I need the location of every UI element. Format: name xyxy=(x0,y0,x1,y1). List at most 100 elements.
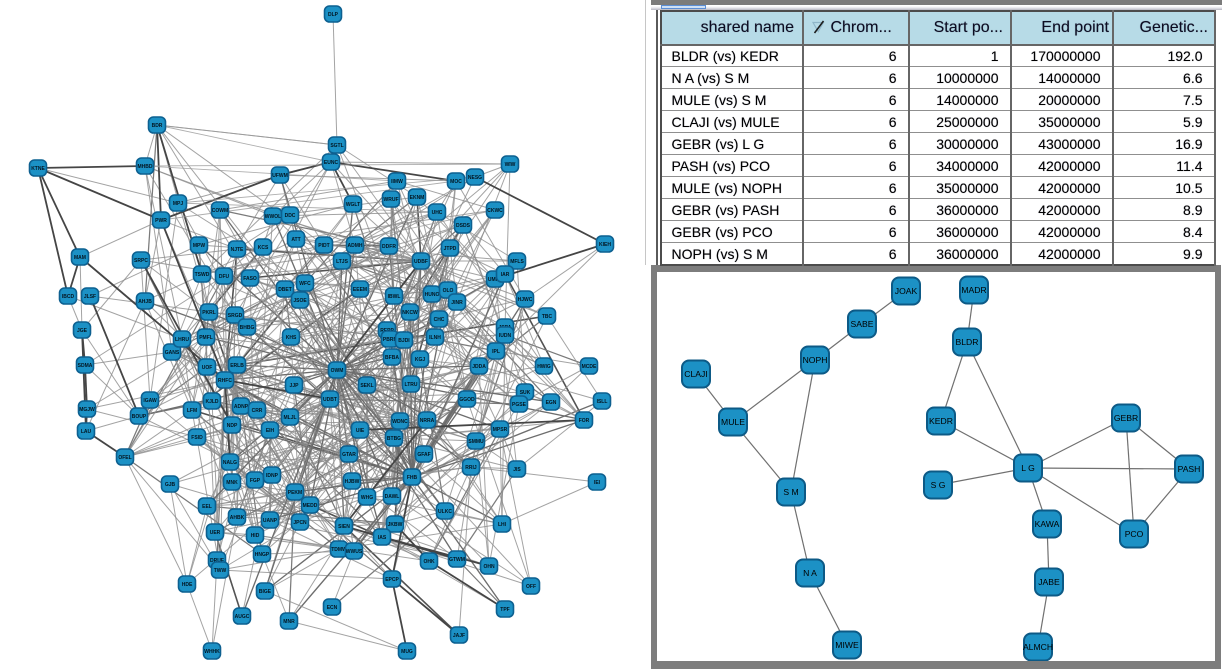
svg-text:OFEL: OFEL xyxy=(118,455,131,461)
svg-text:FGP: FGP xyxy=(250,478,261,484)
svg-text:BJDI: BJDI xyxy=(398,338,410,344)
svg-text:UDBT: UDBT xyxy=(323,397,337,403)
svg-text:KIEH: KIEH xyxy=(599,242,611,248)
svg-text:PWR: PWR xyxy=(155,218,167,224)
svg-text:COWM: COWM xyxy=(212,208,228,214)
svg-text:SUK: SUK xyxy=(520,390,531,396)
svg-text:S G: S G xyxy=(931,480,946,490)
svg-text:IIMW: IIMW xyxy=(391,179,403,185)
svg-text:CLAJI: CLAJI xyxy=(684,369,707,379)
svg-text:OLO: OLO xyxy=(443,288,454,294)
svg-text:FHB: FHB xyxy=(407,475,418,481)
svg-text:BHBG: BHBG xyxy=(240,325,255,331)
svg-text:CHC: CHC xyxy=(434,317,445,323)
svg-text:MUG: MUG xyxy=(401,649,413,655)
svg-text:UFWM: UFWM xyxy=(272,173,288,179)
svg-text:MIWE: MIWE xyxy=(835,640,859,650)
svg-text:JSOE: JSOE xyxy=(293,298,307,304)
svg-text:FSID: FSID xyxy=(191,435,203,441)
svg-text:FASO: FASO xyxy=(243,276,257,282)
svg-text:TBC: TBC xyxy=(542,314,553,320)
svg-text:WDNC: WDNC xyxy=(392,419,408,425)
svg-text:GANS: GANS xyxy=(165,350,180,356)
svg-text:OHN: OHN xyxy=(483,564,495,570)
svg-text:UDBF: UDBF xyxy=(414,259,428,265)
svg-text:IAR: IAR xyxy=(501,272,510,278)
svg-text:DDFR: DDFR xyxy=(382,244,396,250)
svg-text:ERLB: ERLB xyxy=(230,363,244,369)
svg-text:CRR: CRR xyxy=(252,408,263,414)
svg-text:PGSE: PGSE xyxy=(512,402,527,408)
svg-text:LTJS: LTJS xyxy=(336,259,349,265)
svg-text:ULKC: ULKC xyxy=(438,509,452,515)
svg-text:RRIJ: RRIJ xyxy=(465,465,477,471)
svg-text:PKRL: PKRL xyxy=(202,310,216,316)
svg-text:LAU: LAU xyxy=(81,429,92,435)
svg-text:MADR: MADR xyxy=(961,285,986,295)
svg-text:GFAF: GFAF xyxy=(417,452,430,458)
svg-text:TWW: TWW xyxy=(214,568,227,574)
svg-text:JTPD: JTPD xyxy=(444,246,457,252)
svg-text:BFBA: BFBA xyxy=(385,355,399,361)
svg-text:IBCD: IBCD xyxy=(62,294,75,300)
svg-text:IDNP: IDNP xyxy=(266,473,279,479)
svg-text:PIDT: PIDT xyxy=(318,243,329,249)
svg-text:SDMA: SDMA xyxy=(78,363,93,369)
svg-text:KCS: KCS xyxy=(258,245,269,251)
svg-text:IUDN: IUDN xyxy=(499,333,512,339)
svg-text:SMMU: SMMU xyxy=(468,439,484,445)
svg-text:PEKM: PEKM xyxy=(288,490,302,496)
svg-text:HJWC: HJWC xyxy=(518,297,533,303)
svg-text:MPW: MPW xyxy=(193,243,206,249)
svg-text:MEDD: MEDD xyxy=(303,503,318,509)
svg-text:JIS: JIS xyxy=(513,467,521,473)
svg-text:MFLS: MFLS xyxy=(510,259,524,265)
svg-text:SRGD: SRGD xyxy=(228,313,243,319)
svg-text:TSWD: TSWD xyxy=(195,272,210,278)
svg-text:GGOD: GGOD xyxy=(459,397,475,403)
svg-text:GTAR: GTAR xyxy=(342,452,356,458)
svg-text:JABE: JABE xyxy=(1038,577,1060,587)
svg-text:MLJL: MLJL xyxy=(283,415,296,421)
svg-text:SIEN: SIEN xyxy=(338,524,350,530)
svg-text:HJBW: HJBW xyxy=(345,479,360,485)
svg-text:SEKL: SEKL xyxy=(360,383,373,389)
svg-text:NKCW: NKCW xyxy=(402,310,418,316)
svg-text:EUNC: EUNC xyxy=(324,160,339,166)
svg-text:UIE: UIE xyxy=(356,428,365,434)
svg-text:MHBD: MHBD xyxy=(138,164,153,170)
svg-text:CKWC: CKWC xyxy=(487,208,503,214)
svg-text:JKBW: JKBW xyxy=(388,522,403,528)
svg-text:WWUS: WWUS xyxy=(346,549,363,555)
svg-text:DAWL: DAWL xyxy=(385,494,400,500)
svg-text:L G: L G xyxy=(1021,463,1035,473)
svg-text:JDDA: JDDA xyxy=(472,364,486,370)
svg-text:KJLD: KJLD xyxy=(205,399,218,405)
svg-text:MGJW: MGJW xyxy=(79,407,95,413)
svg-text:UHC: UHC xyxy=(432,210,443,216)
svg-text:MNK: MNK xyxy=(226,480,238,486)
svg-text:IGAW: IGAW xyxy=(143,398,157,404)
svg-text:BIGE: BIGE xyxy=(259,589,272,595)
svg-text:UMPT: UMPT xyxy=(488,277,502,283)
svg-text:NJTE: NJTE xyxy=(231,247,244,253)
svg-text:KAWA: KAWA xyxy=(1035,519,1060,529)
svg-text:HDE: HDE xyxy=(182,582,193,588)
svg-text:LFM: LFM xyxy=(187,408,197,414)
svg-text:KGJ: KGJ xyxy=(415,357,426,363)
svg-text:SRPC: SRPC xyxy=(134,258,148,264)
svg-text:TPF: TPF xyxy=(500,607,509,613)
svg-text:PBRN: PBRN xyxy=(383,337,398,343)
svg-text:BTBG: BTBG xyxy=(387,436,401,442)
svg-text:JJP: JJP xyxy=(290,383,300,389)
svg-text:LHRU: LHRU xyxy=(175,337,189,343)
svg-text:WGLT: WGLT xyxy=(346,202,360,208)
svg-text:DLP: DLP xyxy=(328,12,339,18)
svg-text:EIH: EIH xyxy=(266,428,275,434)
svg-text:NOPH: NOPH xyxy=(803,355,828,365)
svg-text:DSDS: DSDS xyxy=(456,223,471,229)
svg-text:AHBK: AHBK xyxy=(230,515,245,521)
svg-text:AUGC: AUGC xyxy=(235,614,250,620)
svg-text:FOR: FOR xyxy=(579,418,590,424)
svg-text:ECN: ECN xyxy=(327,605,338,611)
